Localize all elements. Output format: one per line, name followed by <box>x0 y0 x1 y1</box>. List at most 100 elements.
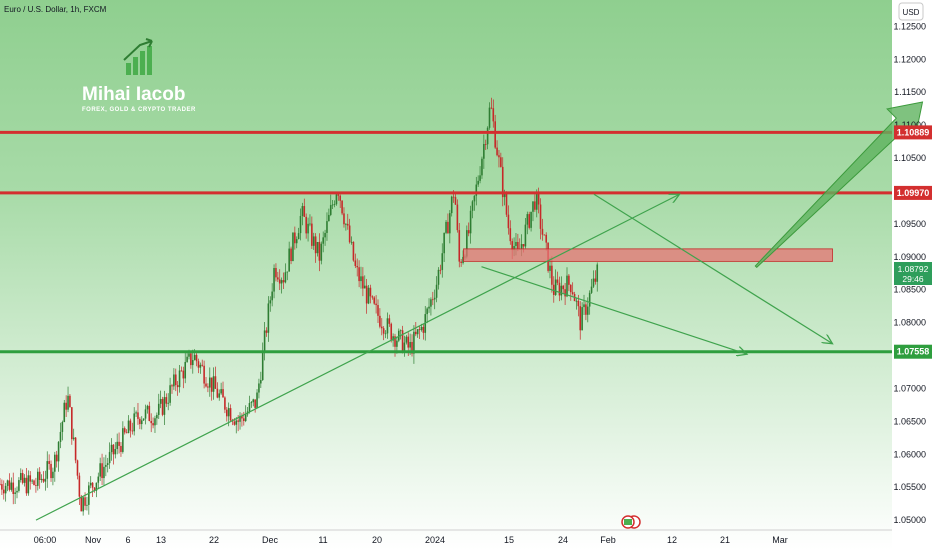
candle-body <box>575 300 578 302</box>
candle-body <box>140 420 143 425</box>
y-tick-label: 1.10500 <box>893 153 926 163</box>
candle-body <box>322 237 324 244</box>
candle-body <box>186 356 188 362</box>
candle-body <box>579 306 582 331</box>
candle-body <box>235 420 238 425</box>
candle-body <box>214 376 217 389</box>
candle-body <box>2 489 5 494</box>
candle-body <box>301 206 304 216</box>
level-label: 1.07558 <box>897 347 930 357</box>
candle-body <box>475 184 478 196</box>
candle-body <box>316 241 319 254</box>
candle-body <box>586 306 589 315</box>
bar-countdown: 29:46 <box>902 274 924 284</box>
drawings-layer <box>0 101 924 521</box>
candle-body <box>106 463 109 465</box>
candle-body <box>110 444 113 453</box>
x-tick-label: 15 <box>504 535 514 545</box>
x-tick-label: 11 <box>318 535 327 545</box>
candle-body <box>552 284 555 295</box>
candle-body <box>48 461 50 464</box>
y-tick-label: 1.06000 <box>893 449 926 459</box>
candle-body <box>252 399 255 403</box>
candle-body <box>311 223 313 246</box>
candle-body <box>241 415 243 419</box>
candle-body <box>297 233 300 240</box>
candle-body <box>517 241 519 249</box>
candle-body <box>188 353 190 357</box>
candle-body <box>456 204 459 231</box>
candle-body <box>91 482 94 488</box>
candle-body <box>335 194 338 205</box>
candle-body <box>418 329 421 331</box>
currency-button[interactable]: USD <box>898 2 924 21</box>
candle-body <box>488 107 491 128</box>
candle-body <box>156 414 158 419</box>
candle-body <box>537 193 540 205</box>
candle-body <box>528 214 530 228</box>
candle-body <box>116 441 118 449</box>
candle-body <box>503 193 506 198</box>
candle-body <box>530 211 532 228</box>
candle-body <box>583 304 585 308</box>
candle-body <box>420 326 423 330</box>
candle-body <box>524 224 527 247</box>
brand-tagline: FOREX, GOLD & CRYPTO TRADER <box>82 107 196 113</box>
candle-body <box>413 331 415 354</box>
candle-body <box>55 454 58 462</box>
candle-body <box>469 210 472 234</box>
candle-body <box>178 370 181 388</box>
candle-body <box>33 480 35 486</box>
candle-body <box>40 478 43 480</box>
candle-body <box>286 271 289 273</box>
candle-body <box>201 364 204 366</box>
candle-body <box>161 399 164 415</box>
candle-body <box>67 395 69 410</box>
y-tick-label: 1.12000 <box>893 54 926 64</box>
currency-label: USD <box>903 8 920 17</box>
candle-body <box>193 354 196 361</box>
candle-body <box>50 463 52 479</box>
candle-body <box>435 284 438 298</box>
candle-body <box>227 408 230 417</box>
candle-body <box>273 267 275 292</box>
candle-body <box>405 336 408 343</box>
candle-body <box>396 340 398 347</box>
y-tick-label: 1.08000 <box>893 318 926 328</box>
candle-body <box>97 476 100 483</box>
candle-body <box>267 303 270 333</box>
candle-body <box>63 402 66 422</box>
candle-body <box>269 300 272 304</box>
candle-body <box>564 289 566 297</box>
candle-body <box>10 482 13 490</box>
candle-body <box>18 480 20 491</box>
candle-body <box>522 244 525 247</box>
candle-body <box>543 234 546 236</box>
trend-line <box>481 266 748 355</box>
candle-body <box>199 364 202 368</box>
symbol-title[interactable]: Euro / U.S. Dollar, 1h, FXCM <box>4 5 107 14</box>
candle-body <box>135 412 137 414</box>
economic-events-icon[interactable] <box>621 515 641 529</box>
candle-body <box>363 285 366 289</box>
x-tick-label: 06:00 <box>34 535 57 545</box>
candle-body <box>84 497 86 506</box>
candle-body <box>397 330 400 341</box>
candle-body <box>173 374 175 387</box>
candle-body <box>171 385 173 387</box>
candle-body <box>416 329 419 335</box>
candle-body <box>386 318 389 334</box>
candle-body <box>594 278 597 282</box>
candle-body <box>407 336 410 348</box>
candle-body <box>27 475 30 494</box>
candle-body <box>331 204 334 206</box>
candle-body <box>333 204 336 205</box>
candle-body <box>212 376 215 392</box>
candle-body <box>218 393 221 398</box>
candle-body <box>248 403 251 412</box>
candle-body <box>581 307 583 331</box>
candle-body <box>169 385 171 403</box>
candle-body <box>123 428 126 433</box>
